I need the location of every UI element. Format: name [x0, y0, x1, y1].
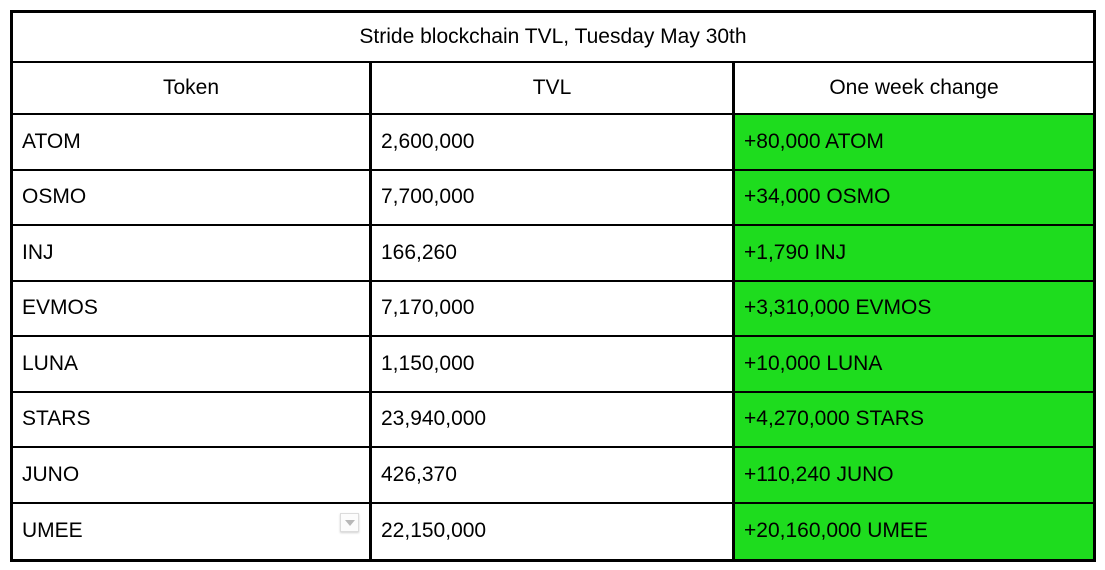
- tvl-cell: 166,260: [369, 226, 732, 280]
- table-body: ATOM 2,600,000 +80,000 ATOM OSMO 7,700,000 +3…: [13, 115, 1093, 559]
- dropdown-arrow-icon[interactable]: [340, 512, 359, 532]
- one-week-change-cell: +3,310,000 EVMOS: [732, 281, 1093, 335]
- table-title-row: Stride blockchain TVL, Tuesday May 30th: [13, 13, 1093, 63]
- table-row: UMEE 22,150,000 +20,160,000 UMEE: [13, 503, 1093, 560]
- token-cell-text: JUNO: [22, 462, 80, 486]
- token-cell-text: INJ: [22, 240, 54, 264]
- token-cell: ATOM: [13, 115, 369, 169]
- one-week-change-cell: +80,000 ATOM: [732, 115, 1093, 169]
- tvl-cell-text: 22,150,000: [381, 519, 487, 543]
- table-header-row: Token TVL One week change: [13, 63, 1093, 115]
- tvl-cell-text: 7,700,000: [381, 185, 475, 209]
- tvl-cell: 2,600,000: [369, 115, 732, 169]
- header-token: Token: [162, 76, 220, 99]
- header-one-week-change: One week change: [732, 63, 1093, 113]
- token-cell: UMEE: [13, 504, 369, 560]
- token-cell: EVMOS: [13, 282, 369, 336]
- tvl-cell-text: 166,260: [381, 240, 457, 264]
- table-row: LUNA 1,150,000 +10,000 LUNA: [13, 337, 1093, 393]
- tvl-cell: 23,940,000: [369, 392, 732, 446]
- token-cell-text: OSMO: [22, 185, 87, 209]
- table-row: OSMO 7,700,000 +34,000 OSMO: [13, 170, 1093, 226]
- token-cell-text: LUNA: [22, 351, 79, 375]
- table-row: ATOM 2,600,000 +80,000 ATOM: [13, 115, 1093, 171]
- one-week-change-cell-text: +110,240 JUNO: [744, 462, 894, 486]
- tvl-cell: 22,150,000: [369, 503, 732, 559]
- token-cell-text: UMEE: [22, 519, 83, 543]
- one-week-change-cell-text: +4,270,000 STARS: [744, 407, 924, 431]
- tvl-cell: 1,150,000: [369, 337, 732, 391]
- tvl-cell-text: 23,940,000: [381, 407, 487, 431]
- tvl-cell-text: 7,170,000: [381, 296, 475, 320]
- one-week-change-cell-text: +10,000 LUNA: [744, 351, 883, 375]
- one-week-change-cell-text: +1,790 INJ: [744, 240, 847, 264]
- tvl-table: Stride blockchain TVL, Tuesday May 30th …: [10, 10, 1096, 562]
- tvl-cell-text: 426,370: [381, 462, 457, 486]
- table-row: EVMOS 7,170,000 +3,310,000 EVMOS: [13, 281, 1093, 337]
- token-cell-text: EVMOS: [22, 296, 98, 320]
- tvl-cell: 7,700,000: [369, 170, 732, 224]
- table-title: Stride blockchain TVL, Tuesday May 30th: [359, 25, 747, 48]
- token-cell: OSMO: [13, 171, 369, 225]
- one-week-change-cell: +10,000 LUNA: [732, 337, 1093, 391]
- tvl-cell-text: 2,600,000: [381, 129, 475, 153]
- table-row: JUNO 426,370 +110,240 JUNO: [13, 448, 1093, 504]
- one-week-change-cell-text: +20,160,000 UMEE: [744, 519, 928, 543]
- table-row: INJ 166,260 +1,790 INJ: [13, 226, 1093, 282]
- tvl-cell: 7,170,000: [369, 281, 732, 335]
- one-week-change-cell-text: +3,310,000 EVMOS: [744, 296, 932, 320]
- header-tvl: TVL: [369, 63, 732, 113]
- one-week-change-cell: +110,240 JUNO: [732, 448, 1093, 502]
- one-week-change-cell: +34,000 OSMO: [732, 170, 1093, 224]
- one-week-change-cell-text: +80,000 ATOM: [744, 129, 884, 153]
- one-week-change-cell: +4,270,000 STARS: [732, 392, 1093, 446]
- one-week-change-cell: +20,160,000 UMEE: [732, 503, 1093, 559]
- tvl-cell: 426,370: [369, 448, 732, 502]
- token-cell-text: ATOM: [22, 129, 81, 153]
- one-week-change-cell-text: +34,000 OSMO: [744, 185, 891, 209]
- token-cell: LUNA: [13, 337, 369, 391]
- one-week-change-cell: +1,790 INJ: [732, 226, 1093, 280]
- token-cell-text: STARS: [22, 407, 91, 431]
- token-cell: JUNO: [13, 448, 369, 502]
- token-cell: INJ: [13, 226, 369, 280]
- chevron-down-icon: [344, 519, 355, 526]
- token-cell: STARS: [13, 393, 369, 447]
- table-row: STARS 23,940,000 +4,270,000 STARS: [13, 392, 1093, 448]
- tvl-cell-text: 1,150,000: [381, 351, 475, 375]
